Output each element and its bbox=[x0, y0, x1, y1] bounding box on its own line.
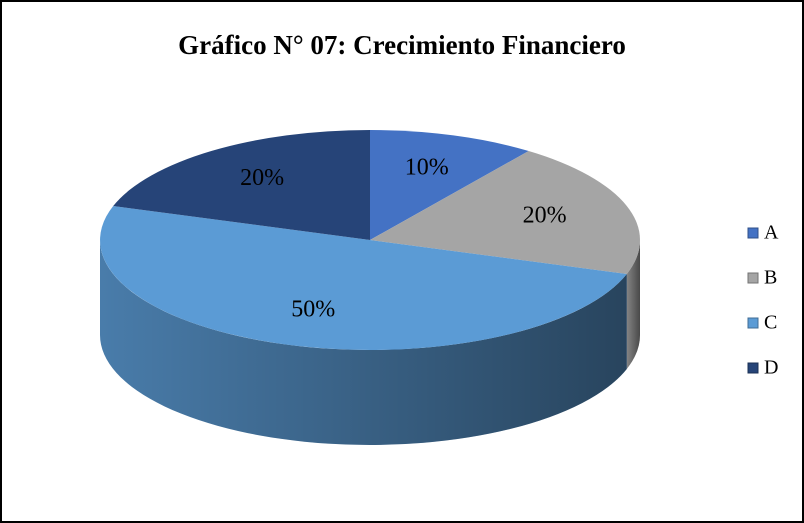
pie-side-shade bbox=[626, 240, 640, 369]
legend-label: B bbox=[764, 267, 777, 289]
pie-slice bbox=[113, 130, 371, 240]
pie-side-shade bbox=[100, 240, 627, 445]
data-label: 20% bbox=[240, 165, 284, 191]
legend-swatch bbox=[747, 317, 759, 329]
data-label: 20% bbox=[523, 202, 567, 228]
legend-label: C bbox=[764, 312, 777, 334]
pie-slice bbox=[100, 206, 627, 350]
legend-swatch bbox=[747, 272, 759, 284]
legend-swatch bbox=[747, 362, 759, 374]
data-label: 10% bbox=[405, 154, 449, 180]
data-label: 50% bbox=[291, 297, 335, 323]
legend-label: D bbox=[764, 357, 778, 379]
legend-label: A bbox=[764, 222, 779, 244]
legend-swatch bbox=[747, 227, 759, 239]
chart-title: Gráfico N° 07: Crecimiento Financiero bbox=[178, 30, 626, 60]
pie-slice bbox=[370, 130, 529, 240]
pie-slice bbox=[370, 151, 641, 274]
